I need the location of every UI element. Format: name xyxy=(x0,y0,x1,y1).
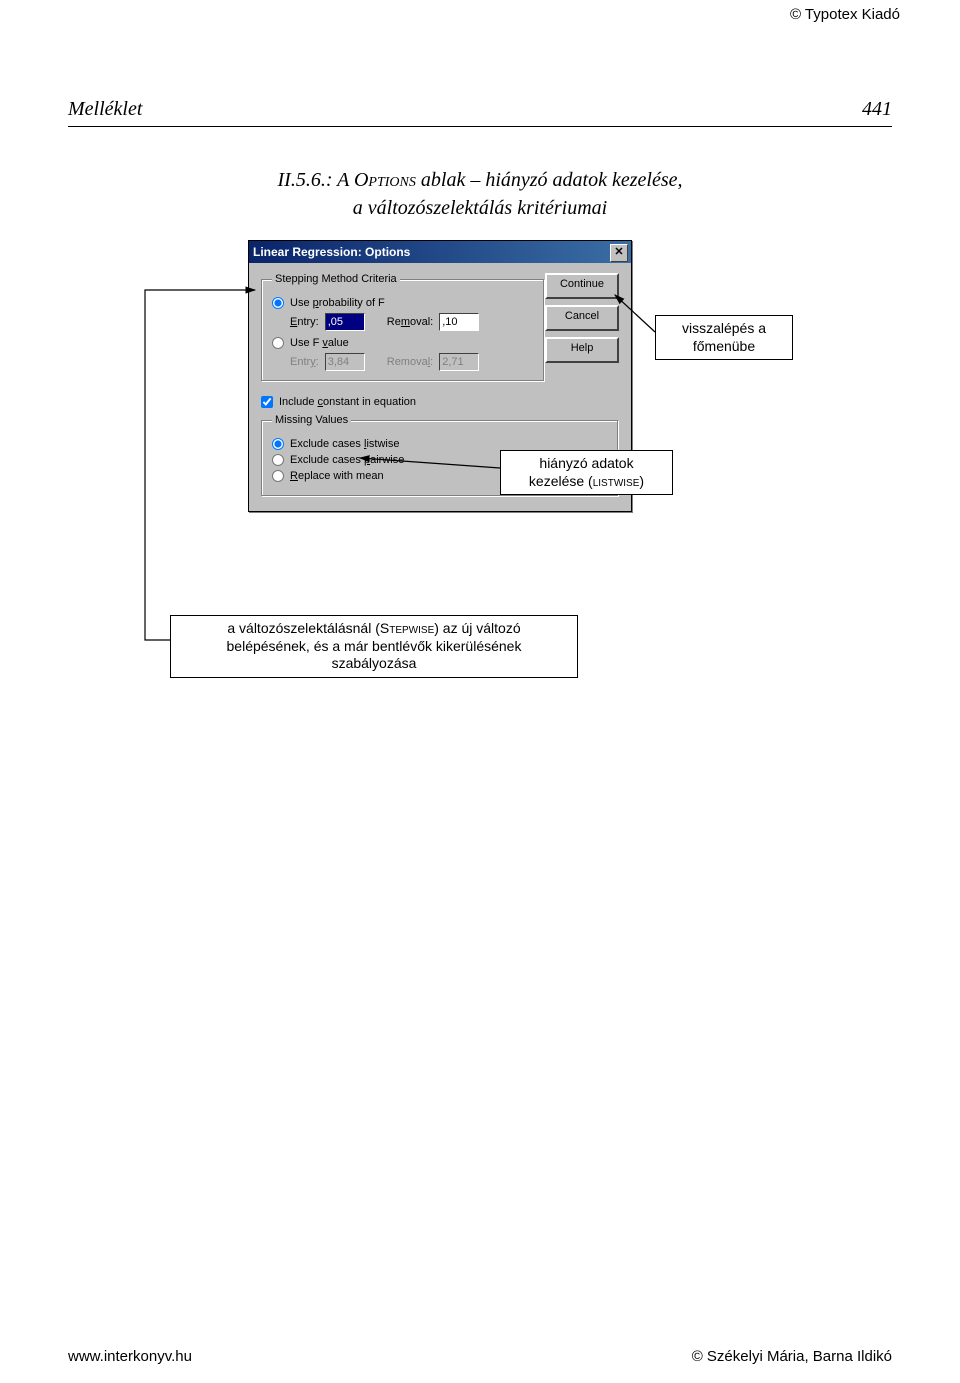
dialog-titlebar: Linear Regression: Options ✕ xyxy=(249,241,631,263)
entry2-label: Entry: xyxy=(290,356,319,368)
header-left: Melléklet xyxy=(68,98,142,121)
removal2-label: Removal: xyxy=(387,356,433,368)
continue-button[interactable]: Continue xyxy=(545,273,619,299)
header-rule xyxy=(68,126,892,127)
dialog-title: Linear Regression: Options xyxy=(253,245,410,259)
running-header: Melléklet 441 xyxy=(68,98,892,121)
entry1-label: Entry: xyxy=(290,316,319,328)
footer-right: © Székelyi Mária, Barna Ildikó xyxy=(692,1348,892,1365)
include-constant-checkbox[interactable] xyxy=(261,396,273,408)
radio-listwise-label: Exclude cases listwise xyxy=(290,438,399,450)
radio-listwise[interactable] xyxy=(272,438,284,450)
radio-replace-mean[interactable] xyxy=(272,470,284,482)
removal2-input xyxy=(439,353,479,371)
publisher-note: © Typotex Kiadó xyxy=(790,6,900,23)
radio-pairwise-label: Exclude cases pairwise xyxy=(290,454,404,466)
radio-use-probability-label: Use probability of F xyxy=(290,297,385,309)
include-constant-label: Include constant in equation xyxy=(279,396,416,408)
removal1-label: Removal: xyxy=(387,316,433,328)
callout-continue: visszalépés afőmenübe xyxy=(655,315,793,360)
radio-use-fvalue-label: Use F value xyxy=(290,337,349,349)
entry2-input xyxy=(325,353,365,371)
cancel-button[interactable]: Cancel xyxy=(545,305,619,331)
stepping-legend: Stepping Method Criteria xyxy=(272,273,400,285)
callout-stepwise: a változószelektálásnál (Stepwise) az új… xyxy=(170,615,578,678)
help-button[interactable]: Help xyxy=(545,337,619,363)
callout-missing: hiányzó adatok kezelése (listwise) xyxy=(500,450,673,495)
radio-pairwise[interactable] xyxy=(272,454,284,466)
page-number: 441 xyxy=(862,98,892,121)
radio-replace-mean-label: Replace with mean xyxy=(290,470,384,482)
close-icon[interactable]: ✕ xyxy=(610,244,628,262)
radio-use-probability[interactable] xyxy=(272,297,284,309)
stepping-method-group: Stepping Method Criteria Use probability… xyxy=(261,273,545,382)
figure-caption: II.5.6.: A Options ablak – hiányzó adato… xyxy=(0,166,960,222)
missing-legend: Missing Values xyxy=(272,414,351,426)
entry1-input[interactable] xyxy=(325,313,365,331)
figure-area: Linear Regression: Options ✕ Continue Ca… xyxy=(0,240,960,760)
footer-left: www.interkonyv.hu xyxy=(68,1348,192,1365)
radio-use-fvalue[interactable] xyxy=(272,337,284,349)
removal1-input[interactable] xyxy=(439,313,479,331)
